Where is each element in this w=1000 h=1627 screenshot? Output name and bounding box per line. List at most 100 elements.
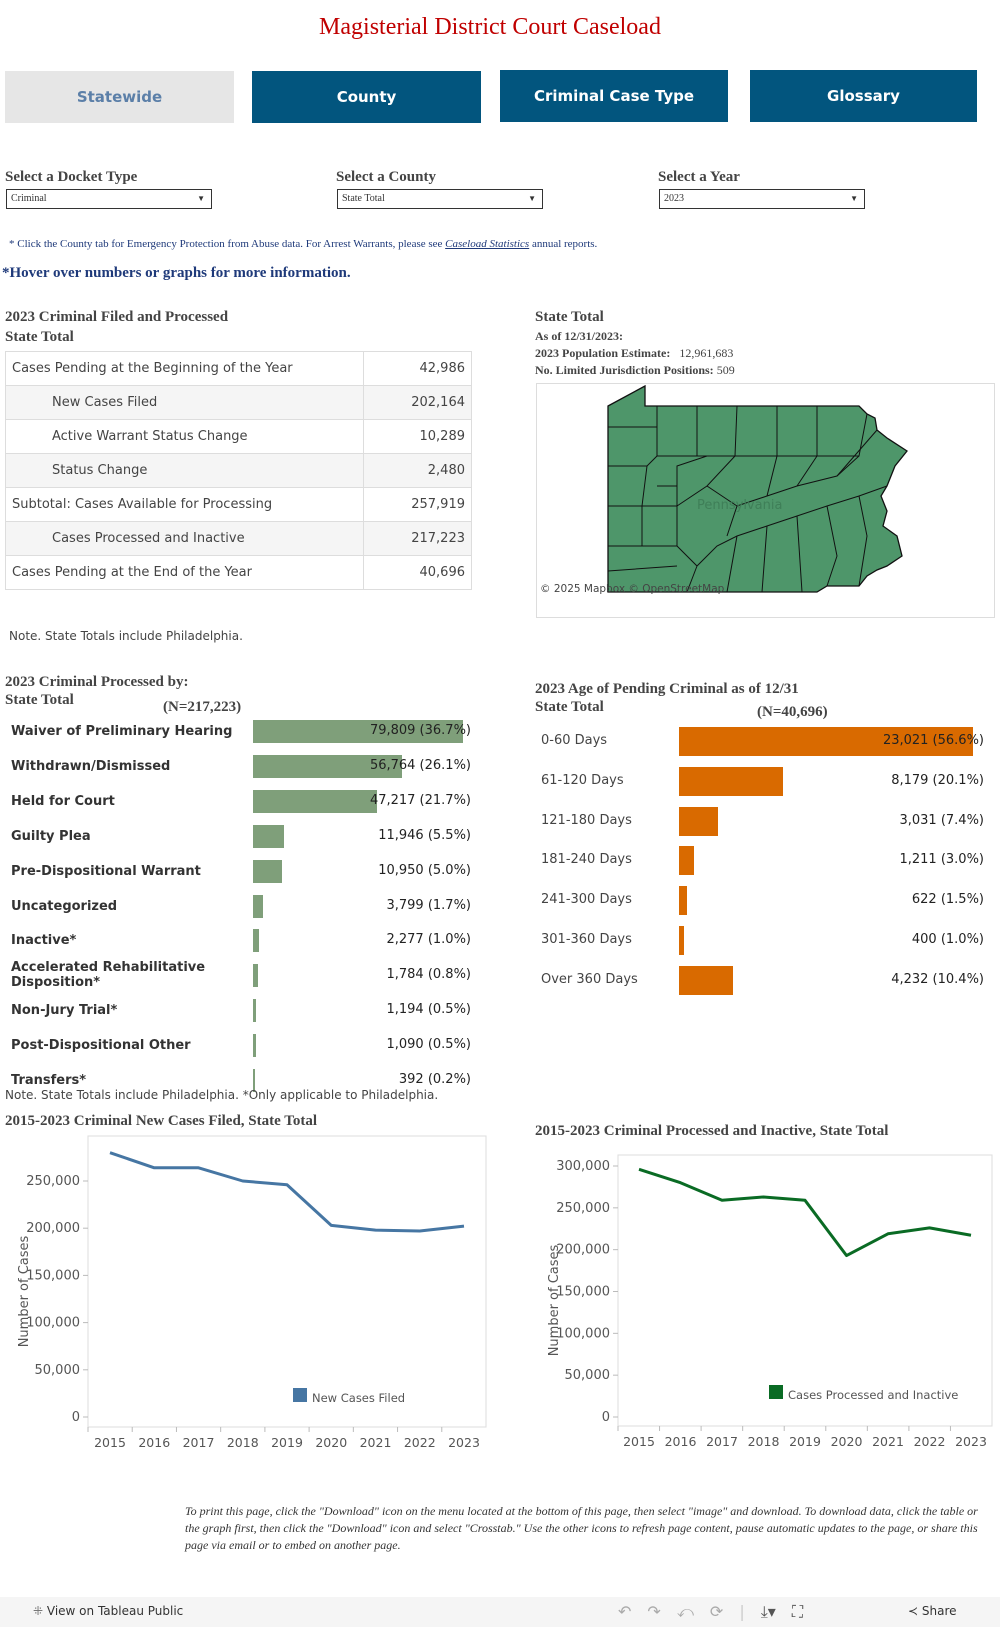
data-point[interactable] [801, 1196, 809, 1204]
x-tick-label: 2020 [831, 1434, 863, 1449]
y-tick-label: 100,000 [26, 1316, 80, 1331]
bar[interactable] [679, 965, 734, 995]
bar[interactable] [679, 806, 718, 836]
share-button[interactable]: ≺ Share [908, 1604, 957, 1618]
data-point[interactable] [150, 1164, 158, 1172]
data-point[interactable] [760, 1193, 768, 1201]
data-point[interactable] [635, 1165, 643, 1173]
bar[interactable] [253, 789, 378, 813]
data-point[interactable] [677, 1179, 685, 1187]
bar-row[interactable]: Held for Court 47,217 (21.7%) [0, 784, 1000, 819]
bar-value: 10,950 (5.0%) [378, 862, 471, 878]
data-point[interactable] [416, 1227, 424, 1235]
table-row[interactable]: Cases Pending at the Beginning of the Ye… [5, 352, 472, 386]
bar-row[interactable]: Transfers* 392 (0.2%) [0, 1063, 1000, 1098]
bar[interactable] [253, 929, 259, 953]
bar[interactable] [679, 926, 685, 955]
x-tick-label: 2018 [227, 1435, 259, 1450]
bar-value: 2,277 (1.0%) [386, 932, 471, 948]
y-tick-label: 250,000 [556, 1201, 610, 1216]
data-point[interactable] [967, 1231, 975, 1239]
data-point[interactable] [884, 1230, 892, 1238]
refresh-icon[interactable]: ⟳ [709, 1602, 724, 1621]
bar-row[interactable]: Uncategorized 3,799 (1.7%) [0, 889, 1000, 924]
data-point[interactable] [239, 1177, 247, 1185]
data-point[interactable] [106, 1149, 114, 1157]
bar[interactable] [253, 999, 257, 1023]
tab-glossary[interactable]: Glossary [750, 70, 977, 122]
bar-row[interactable]: 61-120 Days 8,179 (20.1%) [0, 762, 1000, 802]
table-row[interactable]: Status Change 2,480 [5, 454, 472, 488]
bar[interactable] [679, 846, 695, 876]
data-point[interactable] [195, 1164, 203, 1172]
select-value: State Total [342, 193, 385, 204]
table-row[interactable]: Active Warrant Status Change 10,289 [5, 420, 472, 454]
bar-row[interactable]: Guilty Plea 11,946 (5.5%) [0, 819, 1000, 854]
select-value: 2023 [664, 193, 684, 204]
bar-row[interactable]: Non-Jury Trial* 1,194 (0.5%) [0, 993, 1000, 1028]
table-row[interactable]: Cases Processed and Inactive 217,223 [5, 522, 472, 556]
data-point[interactable] [843, 1252, 851, 1260]
redo-icon[interactable]: ↷ [647, 1602, 661, 1621]
bar[interactable] [253, 964, 258, 988]
bar-row[interactable]: Over 360 Days 4,232 (10.4%) [0, 961, 1000, 1001]
x-tick-label: 2018 [748, 1434, 780, 1449]
data-point[interactable] [460, 1222, 468, 1230]
processed-by-n: (N=217,223) [163, 699, 242, 715]
processed-by-title: 2023 Criminal Processed by: [5, 674, 189, 690]
legend-label: New Cases Filed [312, 1391, 405, 1405]
bar[interactable] [679, 766, 784, 796]
tab-criminal-case-type[interactable]: Criminal Case Type [500, 70, 728, 122]
bar-value: 23,021 (56.6%) [882, 733, 984, 748]
data-point[interactable] [327, 1221, 335, 1229]
revert-icon[interactable]: ⤺ [676, 1602, 694, 1621]
bar-row[interactable]: Post-Dispositional Other 1,090 (0.5%) [0, 1028, 1000, 1063]
series-line[interactable] [109, 1151, 465, 1233]
processed-line-chart[interactable]: 0 50,000 100,000 150,000 200,000 250,000 300,0… [500, 1130, 1000, 1450]
bar[interactable] [253, 894, 263, 918]
bar-row[interactable]: Inactive* 2,277 (1.0%) [0, 923, 1000, 958]
year-select[interactable]: 2023 ▼ [659, 189, 865, 209]
table-row[interactable]: Subtotal: Cases Available for Processing… [5, 488, 472, 522]
bar-row[interactable]: 0-60 Days 23,021 (56.6%) [0, 722, 1000, 762]
bar[interactable] [253, 720, 463, 743]
docket-type-select[interactable]: Criminal ▼ [6, 189, 212, 209]
bar-row[interactable]: Accelerated Rehabilitative Disposition* 1… [0, 958, 1000, 993]
fullscreen-icon[interactable]: ⛶ [791, 1602, 804, 1621]
data-point[interactable] [718, 1196, 726, 1204]
undo-icon[interactable]: ↶ [618, 1602, 632, 1621]
table-row[interactable]: Cases Pending at the End of the Year 40,6… [5, 556, 472, 590]
bar-row[interactable]: Withdrawn/Dismissed 56,764 (26.1%) [0, 749, 1000, 784]
bar[interactable] [679, 727, 973, 756]
bar[interactable] [253, 1034, 256, 1058]
table-row[interactable]: New Cases Filed 202,164 [5, 386, 472, 420]
caseload-statistics-link[interactable]: Caseload Statistics [445, 238, 530, 250]
bar-row[interactable]: 241-300 Days 622 (1.5%) [0, 881, 1000, 921]
bar-row[interactable]: Waiver of Preliminary Hearing 79,809 (36.… [0, 714, 1000, 749]
bar-row[interactable]: 121-180 Days 3,031 (7.4%) [0, 802, 1000, 842]
data-point[interactable] [283, 1181, 291, 1189]
series-line[interactable] [638, 1167, 972, 1258]
data-point[interactable] [926, 1224, 934, 1232]
download-icon[interactable]: ⤓▾ [760, 1602, 776, 1621]
county-select[interactable]: State Total ▼ [337, 189, 543, 209]
x-tick-label: 2021 [872, 1434, 904, 1449]
bar[interactable] [253, 859, 282, 883]
tab-county[interactable]: County [252, 71, 481, 123]
bar-row[interactable]: 301-360 Days 400 (1.0%) [0, 921, 1000, 961]
data-point[interactable] [372, 1226, 380, 1234]
bar[interactable] [253, 1069, 255, 1092]
view-on-tableau-button[interactable]: ⁜ View on Tableau Public [33, 1604, 183, 1618]
bar-row[interactable]: 181-240 Days 1,211 (3.0%) [0, 841, 1000, 881]
pennsylvania-map[interactable]: Pennsylvania © 2025 Mapbox © OpenStreetM… [537, 384, 994, 617]
bar[interactable] [253, 824, 285, 848]
x-tick-label: 2023 [955, 1434, 987, 1449]
tab-statewide[interactable]: Statewide [5, 71, 234, 123]
separator: | [739, 1602, 745, 1621]
new-cases-line-chart[interactable]: 0 50,000 100,000 150,000 200,000 250,000 2015 2… [0, 1130, 500, 1450]
bar[interactable] [253, 754, 403, 778]
bar-row[interactable]: Pre-Dispositional Warrant 10,950 (5.0%) [0, 854, 1000, 889]
bar[interactable] [679, 886, 687, 916]
state-map[interactable]: Pennsylvania © 2025 Mapbox © OpenStreetM… [536, 383, 995, 618]
tableau-toolbar: ⁜ View on Tableau Public ↶ ↷ ⤺ ⟳ | ⤓▾ ⛶ ≺ Sha… [0, 1597, 1000, 1627]
